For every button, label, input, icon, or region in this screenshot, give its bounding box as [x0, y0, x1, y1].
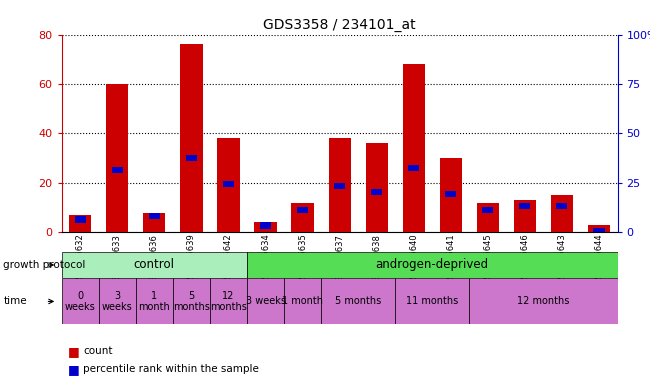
Bar	[334, 183, 345, 189]
Text: time: time	[3, 296, 27, 306]
Text: androgen-deprived: androgen-deprived	[376, 258, 489, 271]
Bar	[69, 215, 92, 232]
Bar	[514, 200, 536, 232]
Bar	[62, 278, 99, 324]
Text: ■: ■	[68, 363, 80, 376]
Bar	[260, 222, 271, 228]
Text: 3 weeks: 3 weeks	[246, 296, 285, 306]
Bar	[136, 278, 173, 324]
Bar	[99, 278, 136, 324]
Text: count: count	[83, 346, 112, 356]
Bar	[210, 278, 247, 324]
Bar	[551, 195, 573, 232]
Bar	[62, 252, 247, 278]
Bar	[365, 143, 388, 232]
Bar	[482, 207, 493, 213]
Text: 11 months: 11 months	[406, 296, 458, 306]
Text: percentile rank within the sample: percentile rank within the sample	[83, 364, 259, 374]
Text: 1
month: 1 month	[138, 291, 170, 312]
Text: 5 months: 5 months	[335, 296, 382, 306]
Bar	[180, 45, 203, 232]
Bar	[297, 207, 308, 213]
Bar	[321, 278, 395, 324]
Bar	[445, 191, 456, 197]
Text: 1 month: 1 month	[282, 296, 323, 306]
Bar	[469, 278, 618, 324]
Bar	[408, 165, 419, 171]
Bar	[186, 155, 197, 161]
Text: control: control	[134, 258, 175, 271]
Bar	[223, 181, 234, 187]
Bar	[75, 217, 86, 223]
Bar	[149, 213, 160, 219]
Bar	[247, 278, 284, 324]
Text: 12
months: 12 months	[210, 291, 247, 312]
Text: 0
weeks: 0 weeks	[65, 291, 96, 312]
Bar	[476, 203, 499, 232]
Text: 12 months: 12 months	[517, 296, 569, 306]
Bar	[556, 203, 567, 209]
Bar	[402, 64, 425, 232]
Title: GDS3358 / 234101_at: GDS3358 / 234101_at	[263, 18, 416, 32]
Bar	[395, 278, 469, 324]
Bar	[439, 158, 462, 232]
Bar	[217, 138, 240, 232]
Bar	[328, 138, 351, 232]
Bar	[284, 278, 321, 324]
Text: growth protocol: growth protocol	[3, 260, 86, 270]
Bar	[588, 225, 610, 232]
Bar	[173, 278, 210, 324]
Bar	[291, 203, 314, 232]
Bar	[254, 222, 277, 232]
Bar	[106, 84, 129, 232]
Bar	[247, 252, 618, 278]
Bar	[519, 203, 530, 209]
Bar	[371, 189, 382, 195]
Bar	[593, 228, 604, 235]
Text: 3
weeks: 3 weeks	[102, 291, 133, 312]
Bar	[112, 167, 123, 173]
Bar	[143, 213, 166, 232]
Text: ■: ■	[68, 345, 80, 358]
Text: 5
months: 5 months	[173, 291, 210, 312]
